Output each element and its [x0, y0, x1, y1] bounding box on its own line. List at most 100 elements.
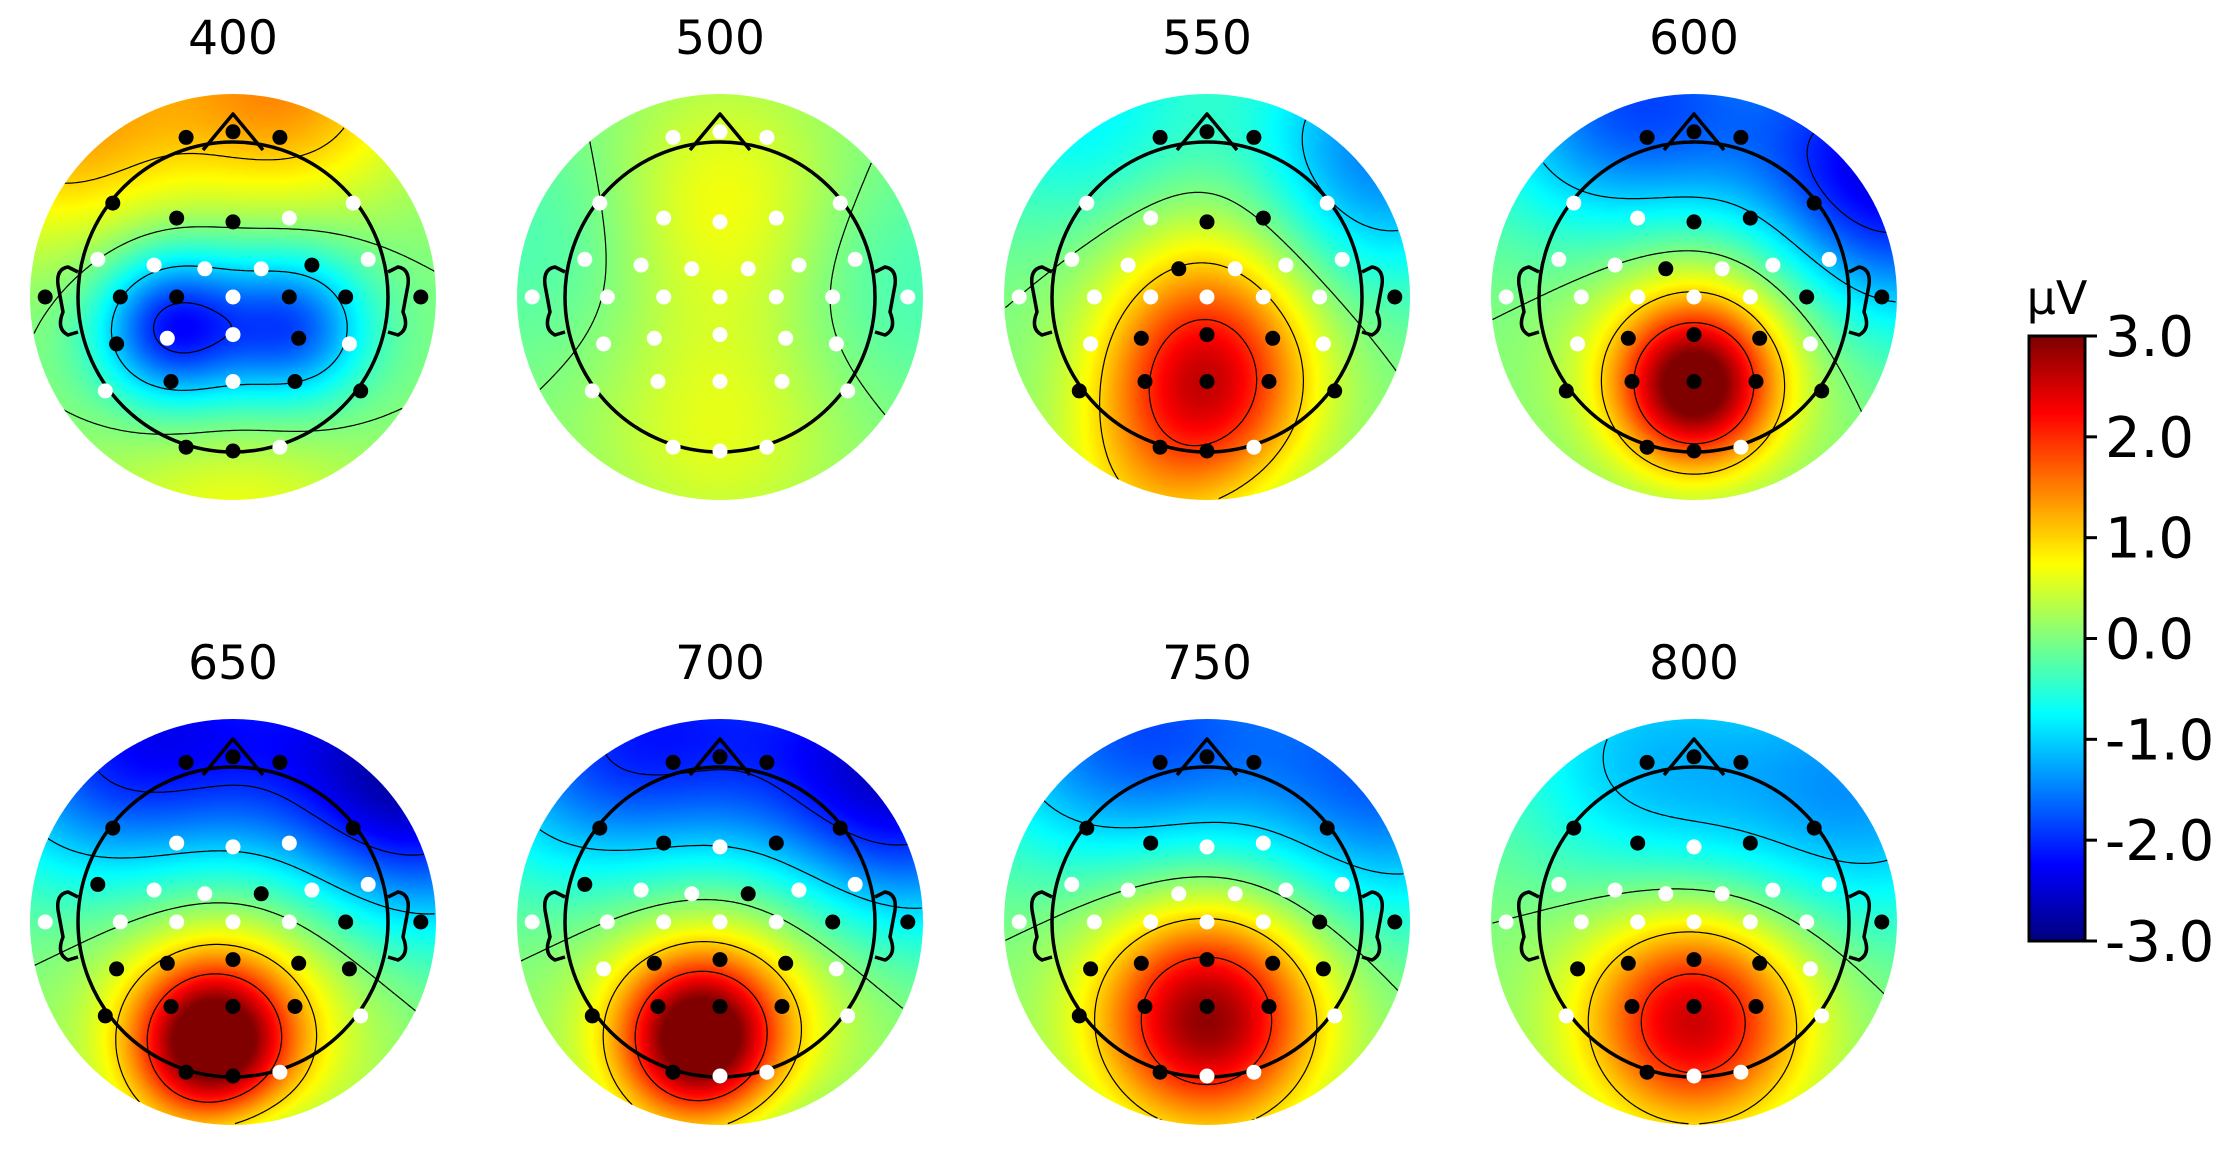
electrode-significant: [109, 336, 125, 352]
electrode: [900, 289, 916, 305]
electrode: [281, 210, 297, 226]
electrode: [1765, 257, 1781, 273]
electrode: [1011, 289, 1027, 305]
electrode-significant: [413, 914, 429, 930]
electrode: [1143, 289, 1159, 305]
right-ear-mark: [874, 265, 898, 337]
electrode: [650, 374, 666, 389]
electrode: [1120, 882, 1136, 898]
electrode: [759, 439, 775, 455]
electrode: [712, 443, 728, 459]
electrode-significant: [1327, 383, 1343, 399]
electrode-significant: [1806, 820, 1822, 836]
electrode-significant: [1874, 914, 1890, 930]
electrode-significant: [1752, 330, 1768, 346]
electrode-significant: [97, 1008, 113, 1024]
electrode: [1686, 914, 1702, 930]
electrode: [281, 914, 297, 930]
electrode-significant: [1171, 261, 1187, 277]
contour-line: [1640, 973, 1746, 1074]
electrode-significant: [584, 1008, 600, 1024]
right-ear-mark: [1361, 265, 1385, 337]
right-ear-mark: [1361, 890, 1385, 962]
electrode-significant: [169, 210, 185, 226]
electrode: [169, 914, 185, 930]
electrode-significant: [1319, 820, 1335, 836]
electrode-significant: [656, 835, 672, 851]
electrode-significant: [1570, 961, 1586, 977]
colorbar-tick-label: 3.0: [2105, 305, 2194, 370]
electrode: [1143, 210, 1159, 226]
electrode: [774, 374, 790, 389]
electrode: [1064, 251, 1080, 267]
electrode: [1714, 886, 1730, 902]
electrode: [146, 257, 162, 273]
topomap-title: 700: [675, 636, 765, 691]
electrode: [768, 914, 784, 930]
electrode-significant: [1071, 383, 1087, 399]
electrode: [832, 195, 848, 211]
contour-line: [539, 141, 886, 416]
electrode: [1334, 876, 1350, 892]
electrode-significant: [1874, 289, 1890, 305]
electrode-significant: [712, 999, 728, 1014]
contour-line: [1492, 250, 1863, 413]
electrode-significant: [1639, 754, 1655, 770]
electrode-significant: [225, 749, 241, 765]
contour-line: [602, 941, 802, 1125]
electrode: [596, 961, 612, 977]
electrode: [1199, 914, 1215, 930]
electrode-significant: [1199, 999, 1215, 1014]
electrode-significant: [287, 999, 303, 1014]
electrode-significant: [1199, 214, 1215, 230]
electrode: [1733, 439, 1749, 455]
contour-line: [1602, 739, 1888, 864]
colorbar-gradient: [2029, 336, 2085, 941]
electrode: [584, 383, 600, 399]
topomap-700: 700: [517, 636, 923, 1125]
electrode: [341, 336, 357, 352]
electrode-significant: [665, 754, 681, 770]
electrode-significant: [1686, 124, 1702, 140]
contour-line: [1806, 132, 1888, 234]
electrode: [712, 124, 728, 140]
topomap-600: 600: [1491, 11, 1897, 500]
electrode: [159, 330, 175, 346]
electrode: [1607, 882, 1623, 898]
electrode-significant: [1152, 754, 1168, 770]
electrode-significant: [665, 1064, 681, 1080]
electrode-significant: [225, 952, 241, 968]
electrode-significant: [1255, 210, 1271, 226]
electrode-significant: [112, 289, 128, 305]
electrode-significant: [225, 443, 241, 459]
colorbar-ticks: 3.0 2.0 1.0 0.0 -1.0 -2.0 -3.0: [2085, 305, 2214, 975]
electrode: [1498, 914, 1514, 930]
electrode-significant: [178, 1064, 194, 1080]
electrode: [1011, 914, 1027, 930]
electrode-significant: [225, 214, 241, 230]
electrode: [253, 261, 269, 277]
electrode: [225, 839, 241, 855]
electrode: [768, 210, 784, 226]
electrode: [1686, 839, 1702, 855]
electrode: [759, 1064, 775, 1080]
electrode: [1765, 882, 1781, 898]
electrode-significant: [1752, 955, 1768, 971]
electrode-significant: [1814, 383, 1830, 399]
electrode: [97, 383, 113, 399]
electrode-significant: [1686, 443, 1702, 459]
electrode: [1630, 289, 1646, 305]
nose-mark: [1175, 112, 1239, 152]
electrode: [281, 835, 297, 851]
electrode-significant: [1143, 835, 1159, 851]
electrode: [1255, 835, 1271, 851]
electrode-significant: [1199, 952, 1215, 968]
electrode-significant: [105, 195, 121, 211]
electrode-significant: [1199, 443, 1215, 459]
electrode: [840, 383, 856, 399]
electrode: [1821, 251, 1837, 267]
colorbar-tick-label: 1.0: [2105, 507, 2194, 572]
electrode: [146, 882, 162, 898]
electrode: [1607, 257, 1623, 273]
